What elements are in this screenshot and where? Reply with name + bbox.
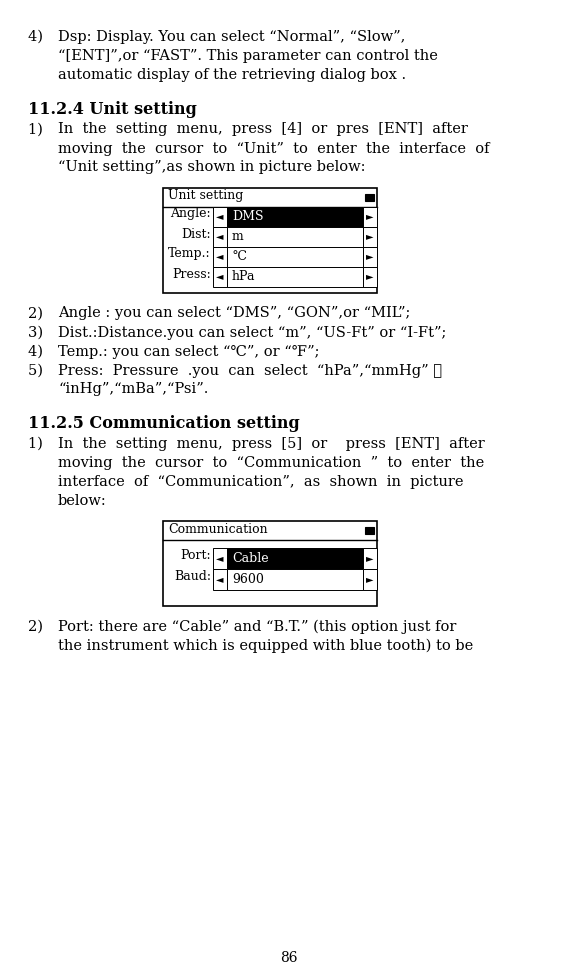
Text: Press:: Press: xyxy=(173,268,211,280)
Text: ►: ► xyxy=(366,575,374,584)
Bar xyxy=(163,188,377,292)
Text: “[ENT]”,or “FAST”. This parameter can control the: “[ENT]”,or “FAST”. This parameter can co… xyxy=(58,49,438,63)
Text: below:: below: xyxy=(58,494,107,508)
Bar xyxy=(213,548,227,569)
Text: DMS: DMS xyxy=(232,210,264,223)
Text: Port: there are “Cable” and “B.T.” (this option just for: Port: there are “Cable” and “B.T.” (this… xyxy=(58,620,456,634)
Text: 3): 3) xyxy=(28,325,53,339)
Bar xyxy=(227,246,363,267)
Text: Temp.: you can select “℃”, or “℉”;: Temp.: you can select “℃”, or “℉”; xyxy=(58,345,320,359)
Bar xyxy=(227,206,363,227)
Bar xyxy=(363,227,377,246)
Bar xyxy=(363,267,377,286)
Text: Temp.:: Temp.: xyxy=(168,247,211,261)
Text: ►: ► xyxy=(366,252,374,261)
Bar xyxy=(227,548,363,569)
Text: Dist.:Distance.you can select “m”, “US-Ft” or “I-Ft”;: Dist.:Distance.you can select “m”, “US-F… xyxy=(58,325,447,339)
Bar xyxy=(363,246,377,267)
Text: Unit setting: Unit setting xyxy=(168,190,243,202)
Text: the instrument which is equipped with blue tooth) to be: the instrument which is equipped with bl… xyxy=(58,639,473,654)
Text: 1): 1) xyxy=(28,122,52,137)
Text: 86: 86 xyxy=(280,951,297,965)
Text: ►: ► xyxy=(366,232,374,241)
Text: ►: ► xyxy=(366,272,374,281)
Text: Communication: Communication xyxy=(168,523,268,536)
Bar xyxy=(227,227,363,246)
Text: hPa: hPa xyxy=(232,270,256,283)
Text: 4): 4) xyxy=(28,30,53,44)
Text: interface  of  “Communication”,  as  shown  in  picture: interface of “Communication”, as shown i… xyxy=(58,475,463,489)
Text: In  the  setting  menu,  press  [5]  or    press  [ENT]  after: In the setting menu, press [5] or press … xyxy=(58,437,485,451)
Bar xyxy=(213,569,227,590)
Text: automatic display of the retrieving dialog box .: automatic display of the retrieving dial… xyxy=(58,68,406,82)
Text: Press:  Pressure  .you  can  select  “hPa”,“mmHg” 、: Press: Pressure .you can select “hPa”,“m… xyxy=(58,363,442,377)
Text: 9600: 9600 xyxy=(232,573,264,586)
Bar xyxy=(163,521,377,606)
Text: Angle : you can select “DMS”, “GON”,or “MIL”;: Angle : you can select “DMS”, “GON”,or “… xyxy=(58,307,410,320)
Text: Port:: Port: xyxy=(181,549,211,562)
Text: Cable: Cable xyxy=(232,552,269,565)
Text: 5): 5) xyxy=(28,363,53,377)
Text: 11.2.5 Communication setting: 11.2.5 Communication setting xyxy=(28,415,299,433)
Text: ◄: ◄ xyxy=(216,575,224,584)
Text: ◄: ◄ xyxy=(216,554,224,563)
Text: “Unit setting”,as shown in picture below:: “Unit setting”,as shown in picture below… xyxy=(58,160,365,175)
Text: moving  the  cursor  to  “Communication  ”  to  enter  the: moving the cursor to “Communication ” to… xyxy=(58,456,484,470)
Bar xyxy=(365,527,374,534)
Bar xyxy=(213,227,227,246)
Text: ►: ► xyxy=(366,212,374,221)
Bar xyxy=(365,193,374,200)
Text: 4): 4) xyxy=(28,345,53,359)
Text: m: m xyxy=(232,230,243,243)
Text: In  the  setting  menu,  press  [4]  or  pres  [ENT]  after: In the setting menu, press [4] or pres [… xyxy=(58,122,468,137)
Text: 2): 2) xyxy=(28,620,53,634)
Text: Dist:: Dist: xyxy=(181,228,211,240)
Bar xyxy=(363,569,377,590)
Text: ►: ► xyxy=(366,554,374,563)
Text: ◄: ◄ xyxy=(216,272,224,281)
Text: “inHg”,“mBa”,“Psi”.: “inHg”,“mBa”,“Psi”. xyxy=(58,383,208,397)
Bar xyxy=(213,246,227,267)
Bar xyxy=(363,206,377,227)
Text: 2): 2) xyxy=(28,307,53,320)
Text: ◄: ◄ xyxy=(216,252,224,261)
Text: ◄: ◄ xyxy=(216,212,224,221)
Bar xyxy=(213,267,227,286)
Bar xyxy=(227,569,363,590)
Text: 1): 1) xyxy=(28,437,52,451)
Text: Baud:: Baud: xyxy=(174,570,211,583)
Text: ℃: ℃ xyxy=(232,250,246,263)
Bar xyxy=(213,206,227,227)
Text: moving  the  cursor  to  “Unit”  to  enter  the  interface  of: moving the cursor to “Unit” to enter the… xyxy=(58,142,489,155)
Bar xyxy=(227,267,363,286)
Text: Angle:: Angle: xyxy=(170,207,211,221)
Text: Dsp: Display. You can select “Normal”, “Slow”,: Dsp: Display. You can select “Normal”, “… xyxy=(58,30,406,44)
Text: ◄: ◄ xyxy=(216,232,224,241)
Bar xyxy=(363,548,377,569)
Text: 11.2.4 Unit setting: 11.2.4 Unit setting xyxy=(28,101,197,118)
